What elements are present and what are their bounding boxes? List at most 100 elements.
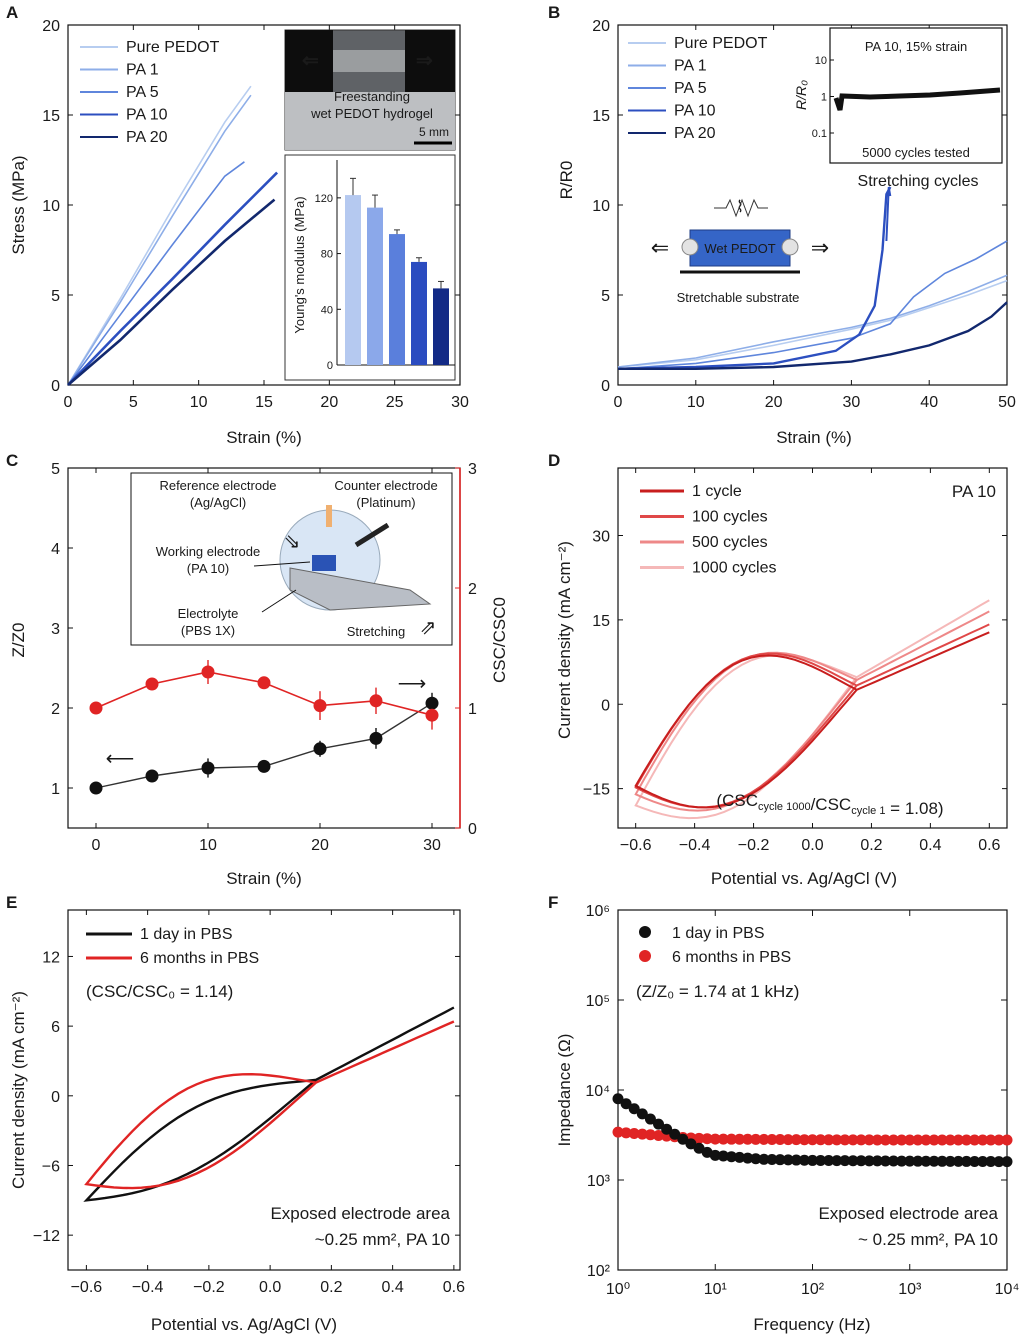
data-point-1-day	[855, 1155, 867, 1167]
data-point-1-day	[620, 1098, 632, 1110]
legend-label: PA 10	[674, 103, 716, 120]
impedance-annotation: (Z/Z₀ = 1.74 at 1 kHz)	[636, 982, 799, 1001]
y-tick-label: −15	[583, 782, 610, 799]
csc-annotation: (CSCcycle 1000/CSCcycle 1 = 1.08)	[716, 791, 943, 818]
y-tick-label: 30	[592, 529, 610, 546]
series-line	[67, 161, 245, 386]
label-reference-sub: (Ag/AgCl)	[190, 495, 246, 510]
inset-y-tick-label: 0	[327, 360, 333, 372]
data-point-csc	[313, 699, 327, 713]
data-point-6-months	[612, 1126, 624, 1138]
legend-label: 500 cycles	[692, 534, 768, 551]
data-point-1-day	[734, 1151, 746, 1163]
data-point-1-day	[960, 1155, 972, 1167]
device-label: Wet PEDOT	[704, 241, 775, 256]
inset-y-tick-label: 10	[815, 55, 827, 67]
label-electrolyte-sub: (PBS 1X)	[181, 623, 235, 638]
legend-label: PA 20	[126, 129, 168, 146]
arrow-right-axis-icon: ⟶	[398, 673, 427, 695]
y-tick-label: 3	[51, 621, 60, 638]
data-point-6-months	[969, 1134, 981, 1146]
data-point-z	[257, 759, 271, 773]
data-point-1-day	[807, 1154, 818, 1166]
data-point-6-months	[839, 1134, 851, 1146]
y-tick-label: 0	[601, 378, 610, 395]
data-point-6-months	[807, 1134, 818, 1146]
area-note-2: ~0.25 mm², PA 10	[315, 1230, 450, 1249]
legend-label: 1 day in PBS	[672, 925, 765, 942]
data-point-6-months	[628, 1127, 640, 1139]
data-point-1-day	[685, 1138, 697, 1150]
x-tick-label: 0.2	[860, 837, 882, 854]
data-point-6-months	[750, 1133, 762, 1145]
x-tick-label: 10¹	[704, 1281, 727, 1298]
panel-letter-c: C	[6, 451, 18, 470]
legend-label: PA 5	[674, 80, 707, 97]
data-point-1-day	[677, 1133, 689, 1145]
x-axis-label: Frequency (Hz)	[753, 1315, 870, 1334]
inset-note: 5000 cycles tested	[862, 145, 970, 160]
legend-label: PA 5	[126, 84, 159, 101]
legend-label: 1 cycle	[692, 483, 742, 500]
data-point-1-day	[993, 1156, 1005, 1168]
inset-y-tick-label: 40	[321, 304, 333, 316]
panel-a: 0 5 10 15 20 25 30 0 5 10 15 20 Strain (%) Stress (MP…	[9, 18, 469, 447]
arrow-left-axis-icon: ⟵	[106, 748, 135, 770]
cv-loop-1-day	[83, 1006, 455, 1202]
data-point-6-months	[782, 1134, 794, 1146]
y-axis-label: Stress (MPa)	[9, 155, 28, 254]
data-point-csc	[425, 708, 439, 722]
inset-y-tick-label: 120	[315, 193, 333, 205]
annotation-part: = 1.08)	[885, 799, 943, 818]
scale-bar-label: 5 mm	[419, 125, 449, 139]
bar	[389, 234, 405, 365]
y-tick-label: 15	[592, 108, 610, 125]
y-axis-label: Z/Z0	[9, 623, 28, 658]
data-point-csc	[145, 677, 159, 691]
data-point-6-months	[734, 1133, 746, 1145]
substrate-label: Stretchable substrate	[677, 290, 800, 305]
x-tick-label: 0.6	[978, 837, 1000, 854]
inset-y-label: Young's modulus (MPa)	[292, 196, 307, 333]
x-tick-label: 10⁴	[995, 1281, 1020, 1298]
data-point-6-months	[815, 1134, 827, 1146]
data-point-1-day	[774, 1154, 786, 1166]
bar	[367, 207, 383, 365]
legend-label: PA 1	[126, 62, 159, 79]
resistor-symbol	[714, 198, 768, 218]
x-tick-label: −0.2	[738, 837, 770, 854]
inset-title: PA 10, 15% strain	[865, 39, 967, 54]
bar	[433, 288, 449, 365]
x-tick-label: −0.6	[620, 837, 652, 854]
y-tick-label-right: 3	[468, 461, 477, 478]
series-line	[617, 186, 892, 370]
device-contact-left	[681, 238, 699, 256]
inset-y-tick-label: 80	[321, 249, 333, 261]
stretch-arrow-icon: ⇘	[284, 531, 301, 553]
data-point-6-months	[1001, 1134, 1013, 1146]
y-tick-label: 10³	[587, 1173, 611, 1190]
y-tick-label: 20	[42, 18, 60, 35]
data-point-1-day	[839, 1155, 851, 1167]
label-working: Working electrode	[156, 544, 261, 559]
panel-f: 10⁰ 10¹ 10² 10³ 10⁴ 10² 10³ 10⁴ 10⁵ 10⁶ Frequency …	[555, 903, 1019, 1334]
data-point-z	[313, 742, 327, 756]
series-line	[67, 198, 276, 386]
data-point-1-day	[969, 1155, 981, 1167]
y-tick-label: 6	[51, 1019, 60, 1036]
series-line	[67, 171, 279, 386]
series-line	[617, 274, 1008, 368]
x-tick-label: 30	[843, 394, 861, 411]
data-point-csc	[89, 701, 103, 715]
y-tick-label: −6	[42, 1158, 60, 1175]
data-point-6-months	[620, 1127, 632, 1139]
data-point-6-months	[717, 1133, 729, 1145]
data-point-1-day	[871, 1155, 883, 1167]
data-point-1-day	[798, 1154, 810, 1166]
y-tick-label: 1	[51, 781, 60, 798]
data-point-6-months	[928, 1134, 940, 1146]
x-tick-label: 10²	[801, 1281, 825, 1298]
data-point-6-months	[871, 1134, 883, 1146]
x-tick-label: 40	[920, 394, 938, 411]
x-axis-label: Strain (%)	[776, 428, 852, 447]
